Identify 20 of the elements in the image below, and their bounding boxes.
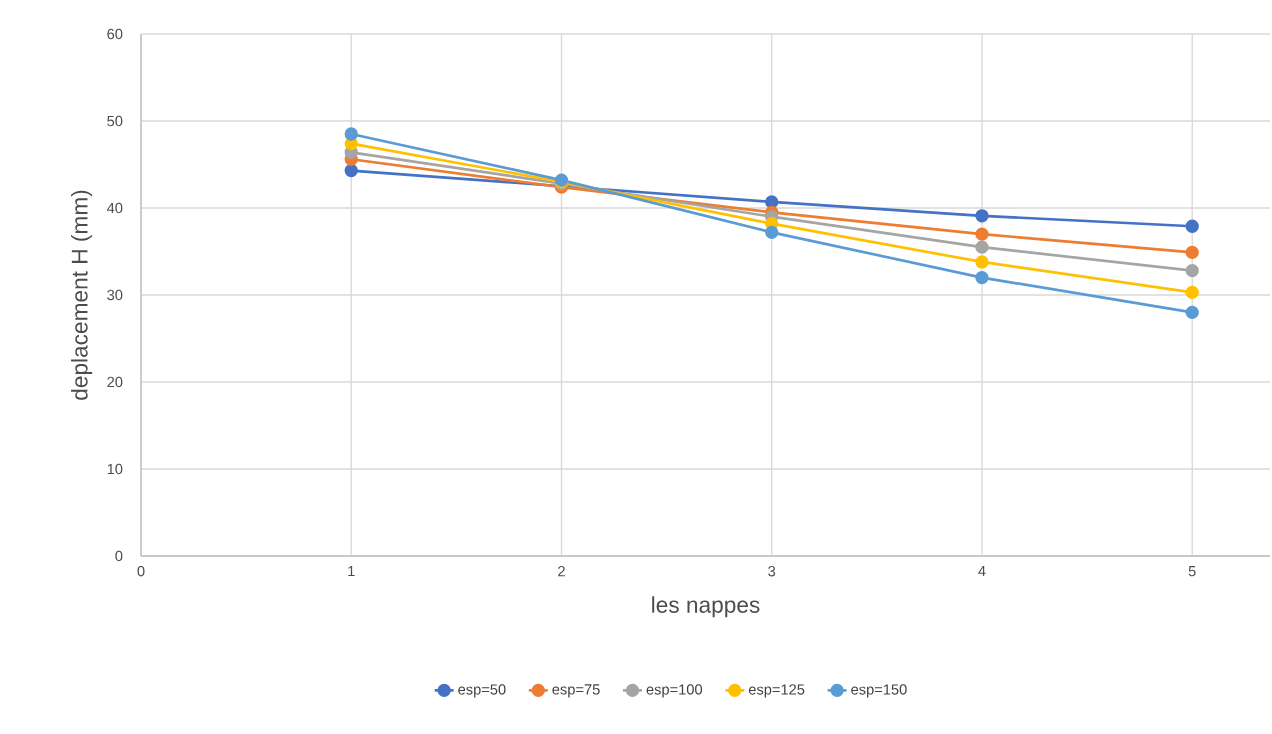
x-tick-label: 3: [768, 566, 776, 577]
y-tick-label: 50: [107, 115, 123, 127]
x-tick-label: 4: [978, 566, 986, 577]
y-tick-label: 0: [115, 550, 123, 562]
y-axis-title: deplacement H (mm): [71, 190, 93, 400]
y-tick-label: 10: [107, 463, 123, 475]
legend-label: esp=75: [552, 684, 600, 698]
y-tick-label: 30: [107, 289, 123, 301]
legend-label: esp=125: [748, 684, 805, 698]
y-tick-label: 40: [106, 202, 123, 214]
x-tick-label: 0: [137, 566, 145, 577]
legend-label: esp=100: [646, 684, 703, 698]
y-tick-label: 60: [107, 28, 123, 40]
y-tick-label: 20: [107, 376, 123, 388]
legend-label: esp=50: [458, 684, 506, 698]
legend-label: esp=150: [851, 684, 907, 698]
x-tick-label: 2: [558, 566, 565, 577]
x-tick-label: 5: [1188, 566, 1196, 577]
x-axis-title: les nappes: [652, 596, 760, 618]
x-tick-label: 1: [348, 566, 355, 577]
